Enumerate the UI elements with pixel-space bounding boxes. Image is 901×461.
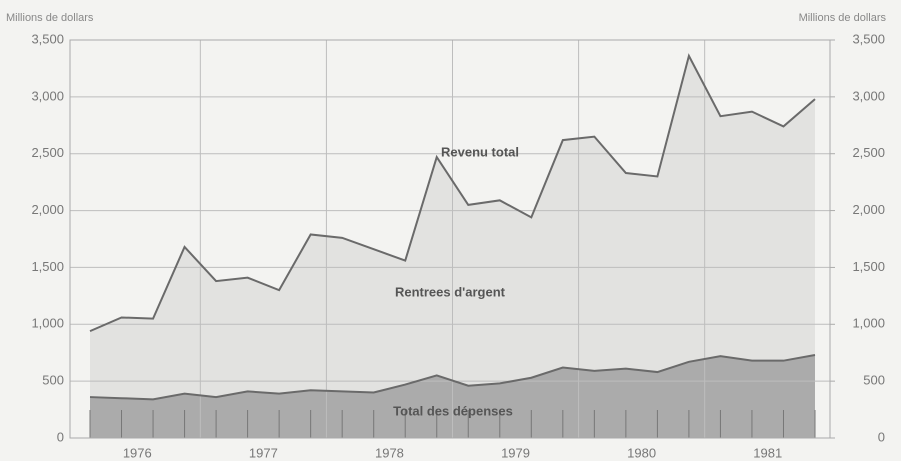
y2-tick-label: 1,000	[852, 316, 885, 331]
annotation: Rentrees d'argent	[395, 284, 506, 299]
x-tick-label: 1981	[753, 445, 782, 460]
x-tick-label: 1980	[627, 445, 656, 460]
y-tick-label: 0	[57, 429, 64, 444]
y2-tick-label: 0	[878, 429, 885, 444]
y2-tick-label: 2,000	[852, 202, 885, 217]
y2-tick-label: 500	[863, 373, 885, 388]
x-tick-label: 1976	[123, 445, 152, 460]
y-tick-label: 1,500	[31, 259, 64, 274]
y2-tick-label: 1,500	[852, 259, 885, 274]
y-tick-label: 1,000	[31, 316, 64, 331]
annotation: Total des dépenses	[393, 403, 513, 418]
y-axis-label: Millions de dollars	[6, 12, 94, 24]
y2-tick-label: 3,500	[852, 31, 885, 46]
y-tick-label: 500	[42, 373, 64, 388]
line	[89, 354, 816, 401]
x-tick-label: 1979	[501, 445, 530, 460]
y2-tick-label: 3,000	[852, 88, 885, 103]
y2-tick-label: 2,500	[852, 145, 885, 160]
x-tick-label: 1977	[249, 445, 278, 460]
line	[89, 53, 816, 333]
annotation: Revenu total	[441, 144, 519, 159]
y-tick-label: 3,500	[31, 31, 64, 46]
plot-frame	[69, 39, 831, 439]
y2-axis-label: Millions de dollars	[799, 12, 887, 24]
y-tick-label: 2,500	[31, 145, 64, 160]
x-tick-label: 1978	[375, 445, 404, 460]
y-tick-label: 3,000	[31, 88, 64, 103]
y-tick-label: 2,000	[31, 202, 64, 217]
